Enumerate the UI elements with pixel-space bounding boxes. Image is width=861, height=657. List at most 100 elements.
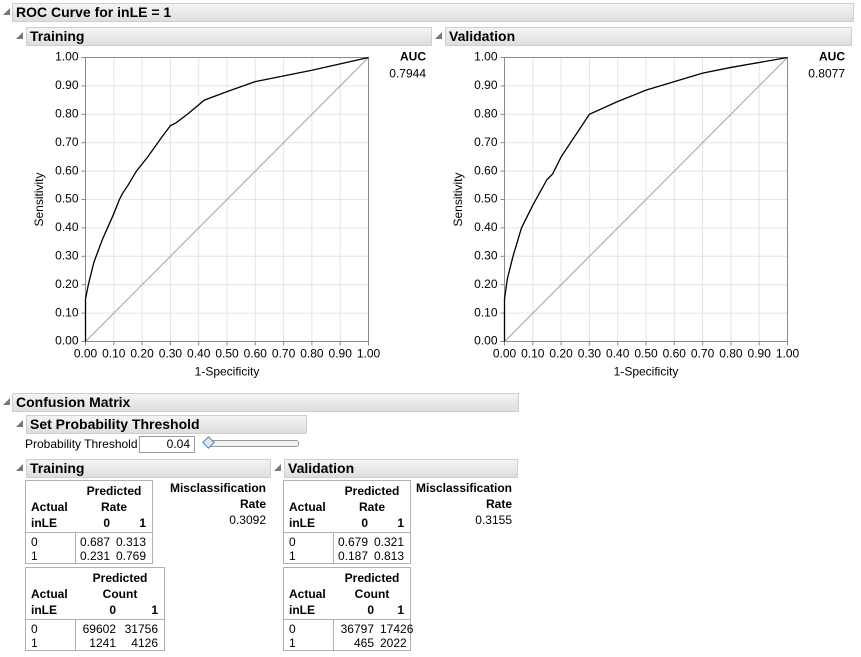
- x-tick-label: 0.70: [691, 347, 715, 361]
- column-group-label: Count: [354, 587, 390, 601]
- divider: [333, 619, 334, 650]
- column-group-label: Count: [102, 587, 138, 601]
- x-tick-label: 0.30: [159, 347, 183, 361]
- plot-frame: [504, 57, 788, 342]
- table-value: 36797: [340, 622, 374, 636]
- y-tick-label: 0.60: [55, 163, 79, 177]
- x-tick-label: 0.40: [187, 347, 211, 361]
- disclosure-icon[interactable]: [3, 8, 10, 15]
- row-variable-label: inLE: [31, 603, 57, 617]
- y-tick-label: 0.00: [55, 334, 79, 348]
- x-tick-label: 0.20: [549, 347, 573, 361]
- disclosure-icon[interactable]: [16, 32, 23, 39]
- table-value: 17426: [380, 622, 414, 636]
- disclosure-icon[interactable]: [435, 32, 442, 39]
- divider: [284, 619, 410, 620]
- table-value: 69602: [82, 622, 116, 636]
- panel-header: Training: [26, 459, 271, 478]
- x-axis-label: 1-Specificity: [195, 365, 260, 379]
- table-value: 0.231: [79, 549, 110, 563]
- row-label: 0: [31, 535, 38, 549]
- misclassification-label: Rate: [239, 497, 266, 511]
- x-tick-label: 1.00: [776, 347, 800, 361]
- y-axis-label: Sensitivity: [451, 172, 465, 226]
- disclosure-icon[interactable]: [3, 398, 10, 405]
- roc-curve: [84, 56, 369, 342]
- confusion-table: Predicted Rate Actual inLE 0 1 0 0.679 0.321 1 0.1…: [283, 480, 411, 564]
- y-tick-label: 0.40: [474, 220, 498, 234]
- table-value: 0.679: [337, 535, 368, 549]
- table-value: 2022: [380, 636, 407, 650]
- table-value: 0.687: [79, 535, 110, 549]
- divider: [333, 532, 334, 563]
- table-value: 0.321: [374, 535, 405, 549]
- y-tick-label: 0.80: [55, 106, 79, 120]
- x-tick-label: 0.50: [634, 347, 658, 361]
- roc-curve: [503, 56, 788, 342]
- column-group-label: Predicted: [344, 571, 400, 585]
- disclosure-icon[interactable]: [16, 464, 23, 471]
- row-label: 0: [289, 535, 296, 549]
- section-header: Confusion Matrix: [12, 393, 519, 412]
- disclosure-icon[interactable]: [274, 464, 281, 471]
- y-tick-label: 0.70: [55, 135, 79, 149]
- y-tick-label: 0.60: [474, 163, 498, 177]
- x-tick-label: 0.90: [748, 347, 772, 361]
- column-group-label: Predicted: [86, 484, 142, 498]
- y-tick-label: 1.00: [55, 50, 79, 64]
- divider: [75, 619, 76, 650]
- table-value: 0.769: [116, 549, 147, 563]
- threshold-input[interactable]: 0.04: [139, 436, 195, 453]
- auc-label: AUC: [400, 50, 426, 64]
- panel-header: Set Probability Threshold: [26, 415, 307, 434]
- section-header: ROC Curve for inLE = 1: [12, 3, 854, 22]
- table-value: 0.187: [337, 549, 368, 563]
- divider: [75, 532, 76, 563]
- y-tick-label: 0.10: [474, 305, 498, 319]
- table-value: 465: [353, 636, 374, 650]
- reference-diagonal: [504, 57, 788, 342]
- column-group-label: Predicted: [92, 571, 148, 585]
- x-tick-label: 0.60: [244, 347, 268, 361]
- row-label: 1: [31, 549, 38, 563]
- row-group-label: Actual: [31, 500, 68, 514]
- row-variable-label: inLE: [289, 603, 315, 617]
- row-group-label: Actual: [31, 587, 68, 601]
- x-tick-label: 0.80: [300, 347, 324, 361]
- row-group-label: Actual: [289, 587, 326, 601]
- confusion-table: Predicted Count Actual inLE 0 1 0 36797 17426 1 46…: [283, 567, 414, 651]
- column-label: 1: [397, 516, 404, 530]
- divider: [284, 532, 410, 533]
- disclosure-icon[interactable]: [16, 420, 23, 427]
- auc-value: 0.7944: [389, 67, 426, 81]
- row-group-label: Actual: [289, 500, 326, 514]
- table-value: 31756: [124, 622, 158, 636]
- table-value: 0.313: [116, 535, 147, 549]
- y-tick-label: 0.80: [474, 106, 498, 120]
- x-tick-label: 0.00: [74, 347, 98, 361]
- auc-label: AUC: [819, 50, 845, 64]
- y-tick-label: 0.70: [474, 135, 498, 149]
- y-tick-label: 0.20: [55, 277, 79, 291]
- row-variable-label: inLE: [289, 516, 315, 530]
- reference-diagonal: [85, 57, 369, 342]
- panel-header: Validation: [445, 27, 852, 46]
- column-group-label: Rate: [100, 500, 127, 514]
- row-variable-label: inLE: [31, 516, 57, 530]
- y-tick-label: 0.00: [474, 334, 498, 348]
- x-tick-label: 0.20: [130, 347, 154, 361]
- plot-frame: [85, 57, 369, 342]
- confusion-table: Predicted Rate Actual inLE 0 1 0 0.687 0.313 1 0.2…: [25, 480, 153, 564]
- y-tick-label: 0.50: [55, 192, 79, 206]
- column-label: 0: [367, 603, 374, 617]
- y-tick-label: 0.20: [474, 277, 498, 291]
- y-tick-label: 0.10: [55, 305, 79, 319]
- row-label: 1: [289, 549, 296, 563]
- x-tick-label: 0.00: [493, 347, 517, 361]
- column-label: 1: [139, 516, 146, 530]
- misclassification-label: Misclassification: [415, 481, 512, 495]
- threshold-slider[interactable]: [205, 440, 299, 447]
- x-tick-label: 0.80: [719, 347, 743, 361]
- threshold-label: Probability Threshold: [25, 437, 138, 451]
